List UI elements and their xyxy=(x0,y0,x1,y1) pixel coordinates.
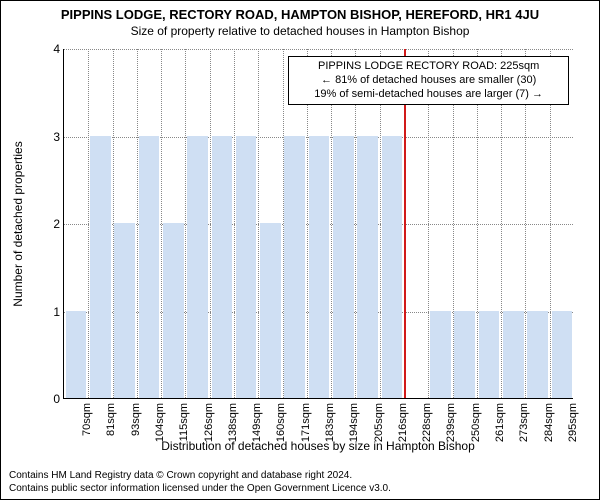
bar xyxy=(284,136,305,399)
hgrid-line xyxy=(64,49,573,50)
footer-line1: Contains HM Land Registry data © Crown c… xyxy=(9,469,391,482)
bar xyxy=(503,311,524,399)
chart-area: PIPPINS LODGE RECTORY ROAD: 225sqm ← 81%… xyxy=(63,49,573,399)
y-axis-label: Number of detached properties xyxy=(11,49,31,399)
x-tick-label: 261sqm xyxy=(494,403,506,442)
x-tick-label: 183sqm xyxy=(324,403,336,442)
bar xyxy=(357,136,378,399)
x-tick-label: 104sqm xyxy=(154,403,166,442)
x-tick-label: 295sqm xyxy=(567,403,579,442)
bar xyxy=(212,136,233,399)
x-tick-label: 93sqm xyxy=(130,403,142,436)
x-tick-label: 284sqm xyxy=(543,403,555,442)
chart-title-main: PIPPINS LODGE, RECTORY ROAD, HAMPTON BIS… xyxy=(1,1,599,22)
bar xyxy=(139,136,160,399)
bar xyxy=(382,136,403,399)
x-tick-label: 138sqm xyxy=(227,403,239,442)
x-tick-label: 273sqm xyxy=(518,403,530,442)
bar xyxy=(479,311,500,399)
bar xyxy=(430,311,451,399)
y-tick-label: 4 xyxy=(42,42,60,56)
bar xyxy=(163,223,184,398)
x-tick-label: 126sqm xyxy=(203,403,215,442)
x-axis-label: Distribution of detached houses by size … xyxy=(63,439,573,453)
bar xyxy=(236,136,257,399)
x-tick-label: 216sqm xyxy=(397,403,409,442)
chart-title-sub: Size of property relative to detached ho… xyxy=(1,22,599,38)
x-tick-label: 115sqm xyxy=(178,403,190,441)
x-tick-label: 250sqm xyxy=(470,403,482,442)
bar xyxy=(260,223,281,398)
bar xyxy=(66,311,87,399)
x-tick-label: 160sqm xyxy=(275,403,287,442)
x-tick-label: 228sqm xyxy=(421,403,433,442)
bar xyxy=(114,223,135,398)
x-tick-label: 239sqm xyxy=(445,403,457,442)
x-tick-label: 149sqm xyxy=(251,403,263,442)
bar xyxy=(187,136,208,399)
y-tick-label: 2 xyxy=(42,217,60,231)
x-tick-label: 205sqm xyxy=(373,403,385,442)
bar xyxy=(333,136,354,399)
annotation-box: PIPPINS LODGE RECTORY ROAD: 225sqm ← 81%… xyxy=(288,56,569,105)
bar xyxy=(90,136,111,399)
plot-region: PIPPINS LODGE RECTORY ROAD: 225sqm ← 81%… xyxy=(63,49,573,399)
x-tick-label: 171sqm xyxy=(300,403,312,442)
x-tick-label: 81sqm xyxy=(105,403,117,436)
annotation-line3: 19% of semi-detached houses are larger (… xyxy=(294,88,563,102)
footer-line2: Contains public sector information licen… xyxy=(9,482,391,495)
footer-text: Contains HM Land Registry data © Crown c… xyxy=(9,469,391,495)
x-tick-label: 70sqm xyxy=(81,403,93,436)
bar xyxy=(552,311,573,399)
annotation-line2: ← 81% of detached houses are smaller (30… xyxy=(294,74,563,88)
bar xyxy=(454,311,475,399)
annotation-line1: PIPPINS LODGE RECTORY ROAD: 225sqm xyxy=(294,60,563,74)
y-tick-label: 0 xyxy=(42,392,60,406)
y-tick-label: 3 xyxy=(42,130,60,144)
bar xyxy=(309,136,330,399)
x-tick-label: 194sqm xyxy=(348,403,360,442)
y-tick-label: 1 xyxy=(42,305,60,319)
bar xyxy=(527,311,548,399)
